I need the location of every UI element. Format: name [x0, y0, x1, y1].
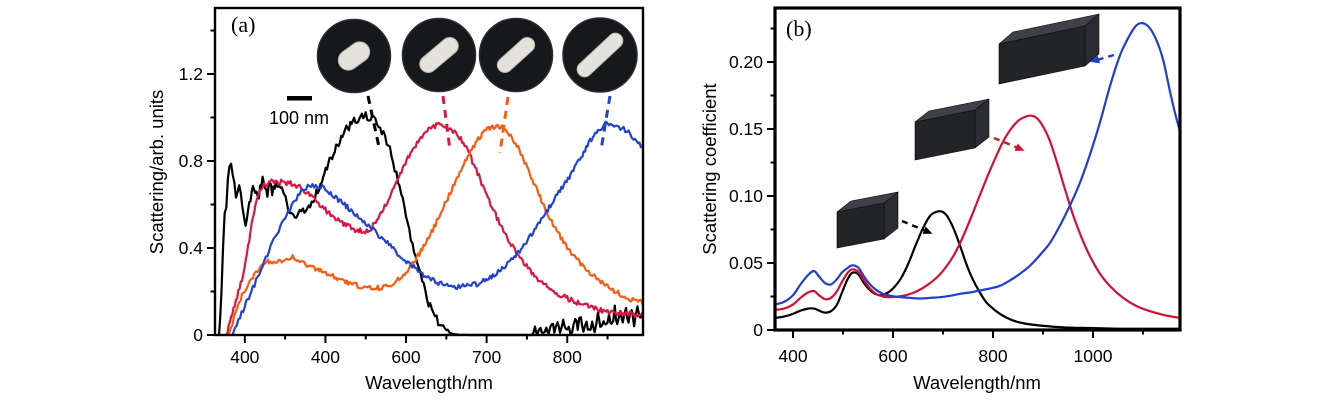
x-tick-label: 400: [230, 347, 259, 367]
arrowhead-icon: [922, 226, 933, 234]
model-arrow-2: [993, 136, 1025, 151]
y-tick-label: 0.4: [179, 238, 204, 258]
panel-b: 400 600 800 1000 0 0.05 0.10 0.15 0.20 (b) Wavel…: [699, 6, 1182, 393]
x-tick-label: 400: [778, 346, 807, 366]
series-curve-black-small-box: [773, 210, 1182, 330]
series-curve-blue-nanorod-4: [231, 120, 644, 337]
panel-b-tick-labels: 400 600 800 1000 0 0.05 0.10 0.15 0.20: [729, 52, 1113, 366]
x-tick-label: 400: [311, 347, 340, 367]
model-arrow-1: [901, 219, 933, 234]
panel-a: 400 400 600 700 800 0 0.4 0.8 1.2 (a) Wavelength…: [146, 6, 645, 393]
panel-a-inset-connectors: [366, 95, 612, 154]
panel-b-ylabel: Scattering coefficient: [699, 83, 720, 254]
nanobar-model-small: [836, 191, 899, 249]
nanorod-tem-inset-3: [478, 17, 554, 93]
x-tick-label: 700: [472, 347, 501, 367]
panel-b-xlabel: Wavelength/nm: [913, 372, 1041, 393]
panel-a-xlabel: Wavelength/nm: [365, 372, 493, 393]
nanobar-model-medium-face: [914, 109, 976, 161]
panel-b-frame: [773, 6, 1182, 332]
panel-a-ticks: [207, 29, 609, 343]
model-arrow-3: [1090, 53, 1115, 64]
x-tick-label: 800: [553, 347, 582, 367]
nanorod-icon: [419, 37, 459, 73]
panel-b-curves: [773, 21, 1182, 330]
x-tick-label: 1000: [1074, 346, 1113, 366]
nanorod-tem-inset-4: [562, 17, 638, 93]
scale-bar-label: 100 nm: [269, 108, 329, 128]
y-tick-label: 0: [193, 325, 203, 345]
arrowhead-icon: [1014, 143, 1025, 151]
panel-a-tag: (a): [231, 12, 255, 37]
nanorod-tem-inset-2: [401, 17, 477, 93]
y-tick-label: 0: [753, 320, 763, 340]
arrow-shaft: [1096, 53, 1115, 62]
inset-peak-connector-4: [599, 95, 612, 151]
nanorod-icon: [496, 36, 536, 74]
nanorod-icon: [576, 32, 624, 78]
series-curve-orange-nanorod-3: [227, 123, 644, 337]
inset-peak-connector-3: [498, 96, 510, 154]
panel-b-ticks: [767, 27, 1144, 338]
series-curve-red-medium-box: [773, 114, 1182, 319]
x-tick-label: 600: [878, 346, 907, 366]
scale-bar: [287, 96, 312, 101]
series-curve-black-nanorod-1: [217, 111, 644, 337]
x-tick-label: 800: [978, 346, 1007, 366]
y-tick-label: 0.10: [729, 186, 763, 206]
panel-a-tem-insets: [316, 17, 638, 94]
panel-b-nanobar-models: [836, 13, 1100, 249]
panel-a-tick-labels: 400 400 600 700 800 0 0.4 0.8 1.2: [179, 64, 582, 367]
y-tick-label: 0.05: [729, 253, 763, 273]
panel-b-tag: (b): [786, 16, 812, 41]
x-tick-label: 600: [391, 347, 420, 367]
panel-a-ylabel: Scattering/arb. units: [146, 90, 167, 255]
y-tick-label: 1.2: [179, 64, 203, 84]
panel-b-model-arrows: [901, 53, 1115, 234]
series-curve-blue-long-box: [773, 21, 1182, 306]
nanorod-icon: [337, 41, 371, 71]
panel-a-curves: [217, 111, 644, 337]
nanobar-model-small-face: [836, 202, 885, 249]
nanobar-model-long: [998, 13, 1100, 85]
y-tick-label: 0.20: [729, 52, 763, 72]
nanobar-model-long-face: [998, 25, 1086, 85]
arrow-shaft: [993, 136, 1019, 150]
nanobar-model-medium: [914, 98, 990, 161]
inset-peak-connector-1: [366, 95, 381, 148]
y-tick-label: 0.15: [729, 119, 763, 139]
arrowhead-icon: [1090, 55, 1101, 64]
arrow-shaft: [901, 219, 927, 233]
series-curve-red-nanorod-2: [225, 121, 644, 337]
nanorod-tem-inset-1: [316, 18, 392, 94]
inset-peak-connector-2: [441, 95, 452, 151]
y-tick-label: 0.8: [179, 151, 203, 171]
panel-a-frame: [213, 6, 645, 337]
